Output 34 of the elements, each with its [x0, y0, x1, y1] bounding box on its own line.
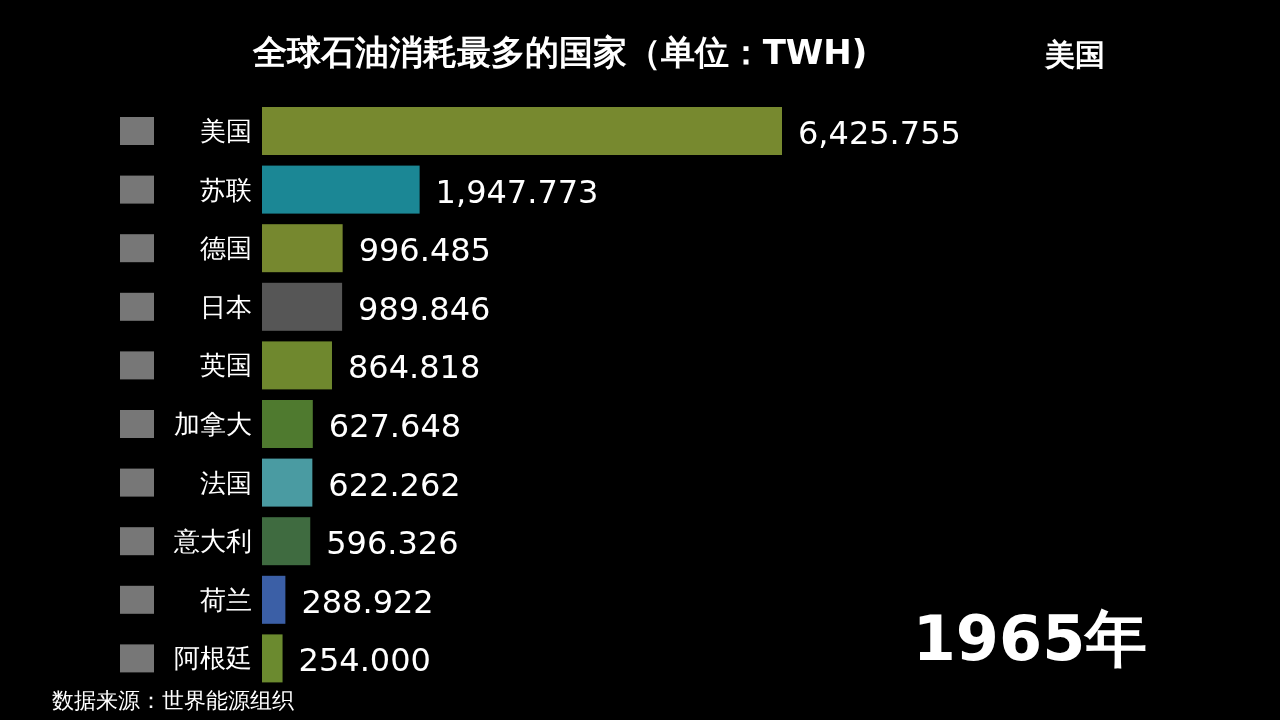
bar [262, 634, 283, 683]
data-label: 288.922 [301, 582, 434, 621]
bar [262, 165, 420, 214]
bar [262, 107, 782, 155]
y-tick-label: 苏联 [200, 174, 252, 205]
data-label: 996.485 [358, 231, 491, 270]
text: 1965年 [912, 601, 1148, 675]
y-tick-label: 英国 [200, 350, 252, 381]
data-label: 596.326 [326, 524, 459, 563]
chart-title: 全球石油消耗最多的国家（单位：TWH) [251, 32, 868, 72]
bar [262, 341, 332, 390]
bar [262, 517, 311, 566]
data-label: 254.000 [298, 641, 431, 680]
bar [262, 575, 286, 624]
bar [262, 282, 343, 331]
y-tick-label: 法国 [200, 467, 252, 498]
bar [262, 458, 313, 507]
data-label: 6,425.755 [798, 114, 961, 152]
y-tick-label: 德国 [200, 233, 252, 264]
bar [262, 224, 343, 273]
text: 美国 [1044, 36, 1105, 72]
y-tick-label: 美国 [200, 116, 252, 146]
data-label: 864.818 [347, 348, 481, 387]
bar [262, 400, 313, 448]
y-tick-label: 荷兰 [200, 584, 252, 615]
y-tick-label: 日本 [200, 291, 252, 322]
data-label: 989.846 [358, 289, 491, 328]
y-tick-label: 加拿大 [174, 409, 252, 439]
data-label: 1,947.773 [435, 172, 599, 211]
annotation: 数据来源：世界能源组织 [52, 687, 294, 713]
data-label: 627.648 [328, 407, 462, 445]
y-tick-label: 阿根廷 [174, 643, 252, 674]
data-label: 622.262 [328, 465, 461, 504]
y-tick-label: 意大利 [173, 526, 252, 557]
